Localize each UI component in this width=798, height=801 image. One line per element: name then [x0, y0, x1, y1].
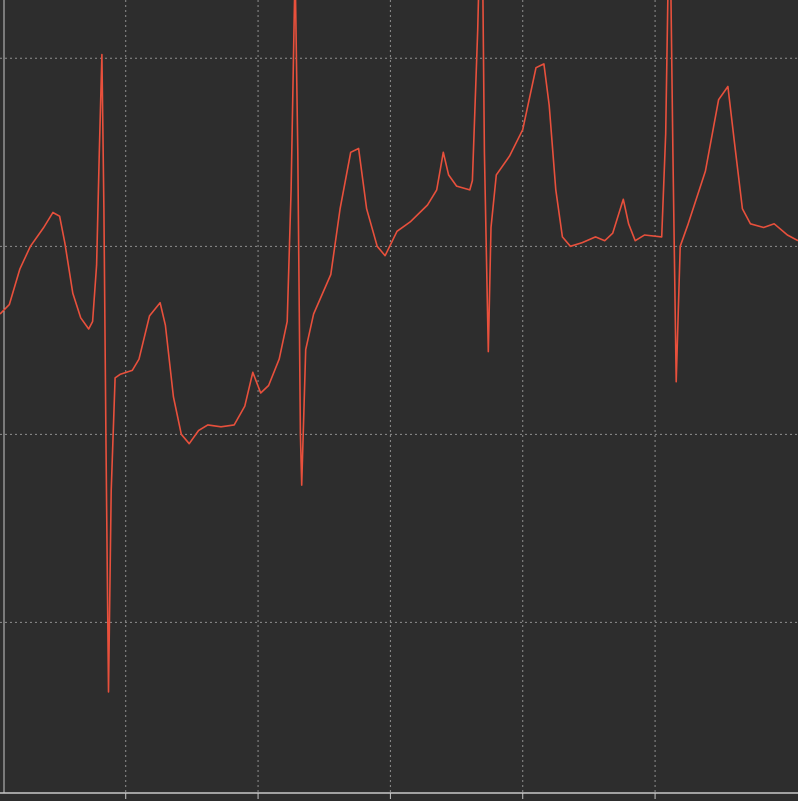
trace-layer: [0, 0, 798, 693]
ecg-trace-line: [0, 0, 798, 693]
